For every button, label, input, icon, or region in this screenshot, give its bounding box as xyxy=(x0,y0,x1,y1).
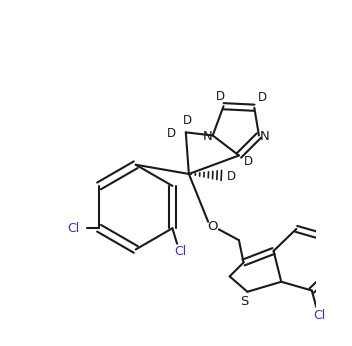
Text: Cl: Cl xyxy=(174,245,186,258)
Text: N: N xyxy=(203,130,213,143)
Text: D: D xyxy=(257,91,266,104)
Text: D: D xyxy=(183,113,192,127)
Text: D: D xyxy=(216,90,225,103)
Text: N: N xyxy=(259,130,269,143)
Text: O: O xyxy=(207,220,218,233)
Text: D: D xyxy=(244,155,253,168)
Text: Cl: Cl xyxy=(67,222,79,235)
Text: D: D xyxy=(227,170,236,183)
Text: Cl: Cl xyxy=(313,309,326,322)
Text: S: S xyxy=(240,295,249,308)
Text: D: D xyxy=(167,127,176,140)
